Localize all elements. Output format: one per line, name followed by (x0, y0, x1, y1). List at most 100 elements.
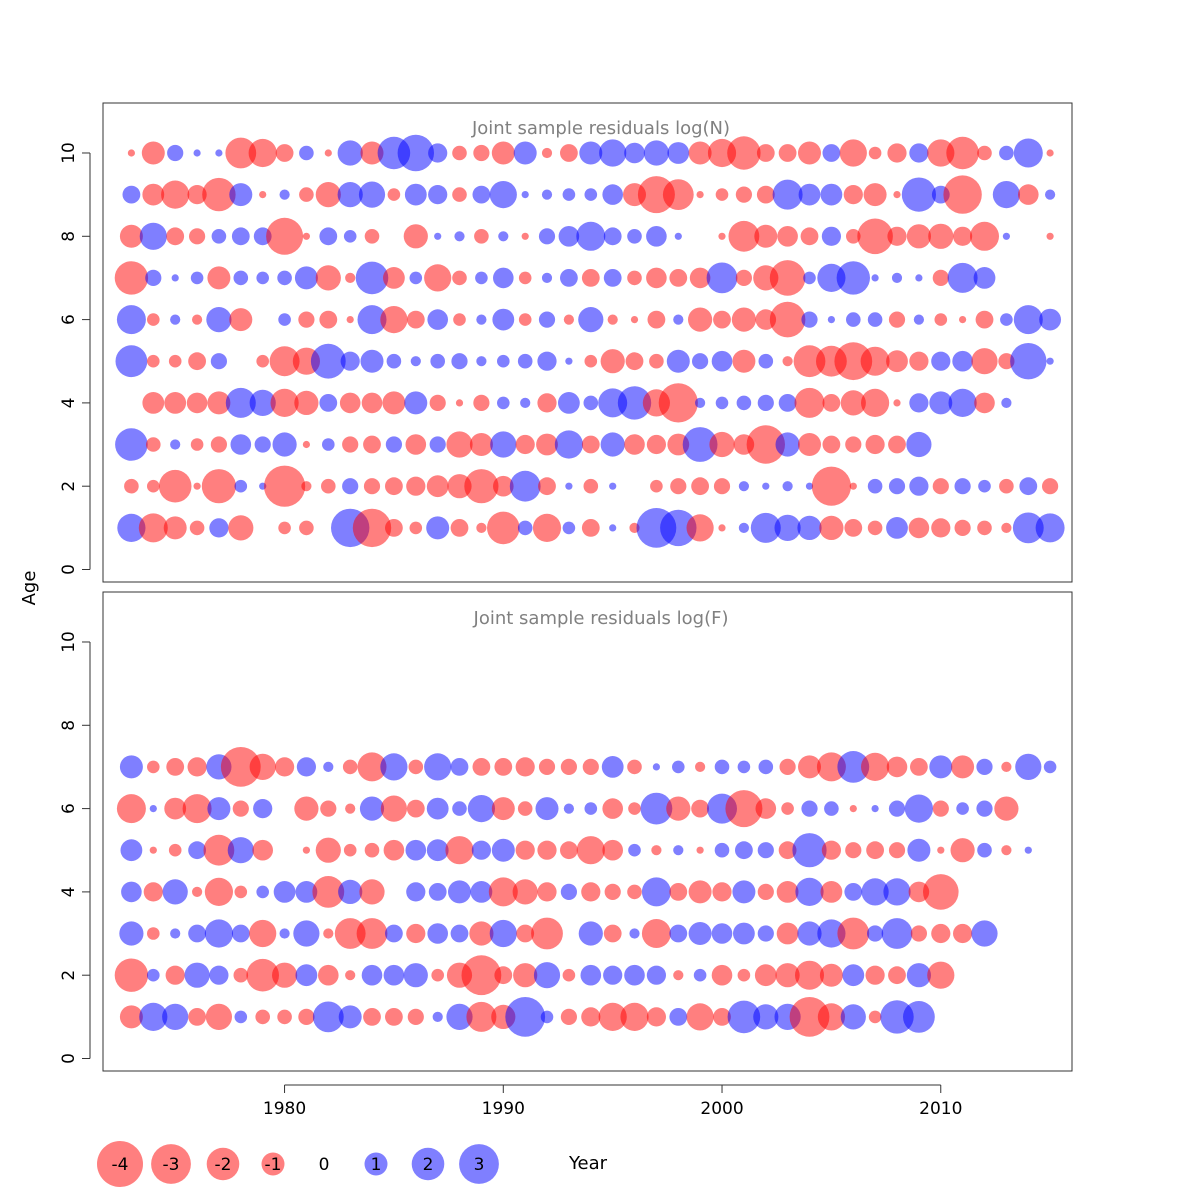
residual-bubble (772, 179, 803, 210)
residual-bubble (627, 270, 642, 286)
residual-bubble (249, 919, 277, 948)
residual-bubble (801, 800, 818, 817)
residual-bubble (171, 274, 179, 282)
residual-bubble (888, 800, 906, 817)
residual-bubble (249, 389, 276, 416)
residual-bubble (1019, 477, 1038, 496)
residual-bubble (932, 478, 949, 495)
residual-bubble (380, 753, 408, 781)
residual-bubble (467, 795, 495, 823)
residual-bubble (713, 310, 731, 329)
residual-bubble (315, 837, 341, 863)
residual-bubble (893, 399, 901, 407)
residual-bubble (581, 435, 600, 454)
residual-bubble (538, 311, 556, 328)
residual-bubble (167, 144, 184, 162)
residual-bubble (204, 919, 233, 948)
y-tick-label: 8 (59, 720, 79, 731)
residual-bubble (315, 265, 341, 291)
x-tick-label: 2010 (919, 1099, 962, 1119)
residual-bubble (629, 928, 640, 939)
residual-bubble (170, 439, 181, 450)
residual-bubble (279, 189, 290, 200)
residual-bubble (646, 226, 667, 247)
residual-bubble (233, 967, 249, 983)
residual-bubble (246, 958, 279, 992)
legend-bubble (151, 1144, 191, 1184)
residual-bubble (143, 882, 163, 902)
legend-bubble (459, 1144, 499, 1184)
residual-bubble (931, 351, 951, 371)
residual-bubble (234, 1010, 248, 1024)
residual-bubble (839, 139, 867, 167)
residual-bubble (356, 918, 388, 949)
residual-bubble (824, 801, 839, 816)
residual-bubble (887, 226, 907, 246)
residual-bubble (168, 354, 182, 368)
residual-bubble (907, 838, 931, 862)
residual-bubble (538, 228, 556, 245)
residual-bubble (774, 514, 801, 542)
residual-bubble (893, 191, 901, 199)
residual-bubble (821, 226, 842, 246)
residual-bubble (627, 229, 642, 244)
residual-bubble (429, 436, 446, 453)
residual-bubble (637, 176, 675, 214)
residual-bubble (426, 797, 449, 820)
y-tick-label: 10 (59, 142, 79, 164)
residual-bubble (757, 842, 774, 859)
residual-bubble (397, 134, 434, 172)
residual-bubble (337, 182, 363, 208)
residual-bubble (127, 149, 135, 157)
residual-bubble (738, 481, 750, 492)
residual-bubble (769, 260, 806, 296)
residual-bubble (1018, 184, 1039, 205)
residual-bubble (1046, 232, 1054, 240)
residual-bubble (188, 352, 207, 371)
residual-bubble (409, 521, 423, 535)
residual-bubble (931, 923, 951, 944)
residual-bubble (385, 436, 402, 453)
residual-bubble (673, 845, 684, 856)
residual-bubble (515, 434, 535, 455)
residual-bubble (650, 479, 663, 493)
residual-bubble (871, 274, 879, 282)
y-tick-label: 10 (59, 631, 79, 653)
residual-bubble (1001, 845, 1012, 856)
residual-bubble (762, 482, 770, 490)
residual-bubble (405, 434, 427, 455)
residual-bubble (673, 314, 684, 325)
residual-bubble (861, 878, 889, 906)
residual-bubble (363, 1008, 381, 1026)
residual-bubble (628, 843, 641, 857)
residual-bubble (792, 833, 827, 868)
legend-bubble (206, 1147, 240, 1181)
residual-bubble (269, 346, 300, 377)
legend-label: -2 (215, 1155, 232, 1175)
residual-bubble (147, 760, 160, 774)
residual-bubble (1012, 512, 1044, 544)
bubble-layer (114, 747, 1057, 1037)
residual-bubble (210, 353, 227, 370)
residual-bubble (446, 431, 473, 458)
residual-bubble (971, 348, 998, 375)
residual-bubble (492, 308, 515, 331)
residual-bubble (256, 885, 270, 899)
residual-bubble (779, 758, 796, 776)
residual-bubble (298, 311, 315, 328)
residual-bubble (840, 1004, 866, 1030)
residual-bubble (603, 227, 622, 246)
residual-bubble (321, 478, 336, 494)
residual-bubble (428, 883, 447, 901)
residual-bubble (385, 1008, 403, 1026)
residual-bubble (189, 520, 205, 536)
residual-bubble (932, 269, 949, 286)
residual-bubble (688, 141, 712, 165)
residual-bubble (753, 1004, 779, 1030)
residual-bubble (582, 758, 599, 776)
residual-bubble (452, 187, 467, 202)
residual-bubble (695, 761, 706, 773)
residual-bubble (278, 521, 291, 535)
residual-bubble (999, 145, 1014, 161)
